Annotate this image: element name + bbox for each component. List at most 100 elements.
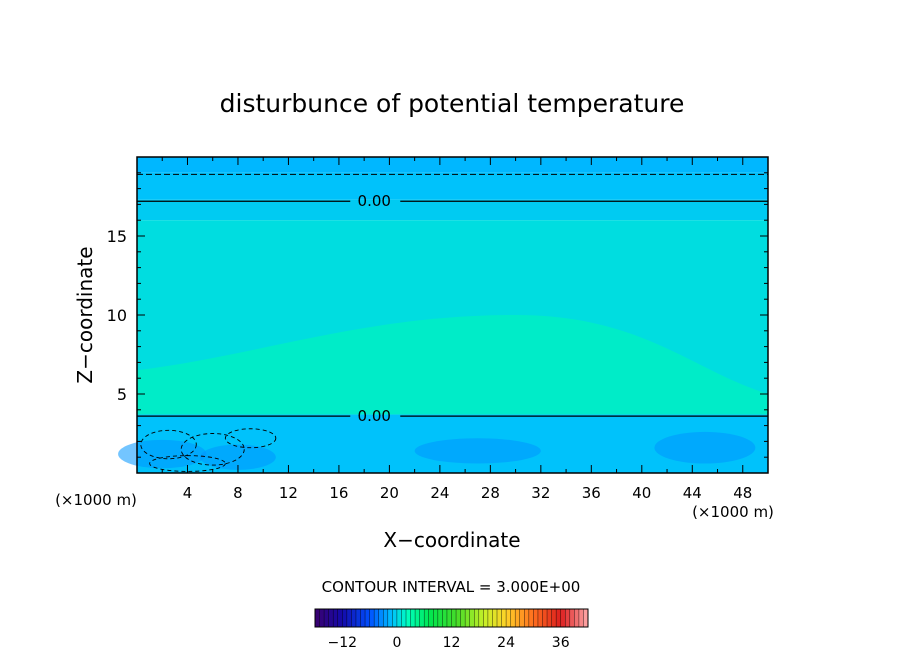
colorbar-swatch xyxy=(506,609,511,627)
x-tick-label: 28 xyxy=(481,484,500,502)
colorbar-swatch xyxy=(578,609,584,627)
colorbar-swatch xyxy=(428,609,434,627)
colorbar-swatch xyxy=(442,609,448,627)
colorbar-swatch xyxy=(465,609,470,627)
colorbar-swatch xyxy=(351,609,357,627)
colorbar-swatch xyxy=(369,609,375,627)
x-tick-label: 24 xyxy=(430,484,449,502)
colorbar-swatch xyxy=(456,609,461,627)
colorbar-swatch xyxy=(560,609,566,627)
colorbar-swatch xyxy=(424,609,430,627)
y-axis-ticks: 5 10 15 xyxy=(107,156,768,474)
colorbar-swatch xyxy=(551,609,557,627)
colorbar-swatch xyxy=(333,609,339,627)
x-tick-label: 4 xyxy=(183,484,193,502)
contour-line-negative xyxy=(180,433,245,466)
colorbar-swatch xyxy=(519,609,525,627)
colorbar-swatch xyxy=(360,609,366,627)
colorbar-swatch xyxy=(474,609,480,627)
colorbar: −12 0 12 24 36 xyxy=(314,608,589,651)
colorbar-swatch xyxy=(537,609,543,627)
colorbar-swatch xyxy=(346,609,352,627)
field-band xyxy=(137,172,768,200)
colorbar-swatch xyxy=(569,609,575,627)
colorbar-swatch xyxy=(437,609,443,627)
y-tick-label: 10 xyxy=(107,306,127,325)
cold-pocket xyxy=(654,431,756,464)
colorbar-swatch xyxy=(574,609,580,627)
colorbar-swatch xyxy=(510,609,516,627)
colorbar-swatch xyxy=(378,609,384,627)
x-unit-label-left: (×1000 m) xyxy=(55,491,137,509)
contour-label: 0.00 xyxy=(358,407,391,425)
colorbar-swatch xyxy=(478,609,484,627)
contour-line-negative xyxy=(224,428,277,449)
colorbar-swatch xyxy=(469,609,475,627)
colorbar-swatch xyxy=(460,609,466,627)
warm-dome xyxy=(137,315,768,415)
colorbar-swatch xyxy=(542,609,548,627)
colorbar-swatch xyxy=(415,609,420,627)
colorbar-swatch xyxy=(396,609,402,627)
colorbar-swatch xyxy=(483,609,489,627)
colorbar-swatch xyxy=(410,609,416,627)
colorbar-swatch xyxy=(433,609,439,627)
field-band xyxy=(137,157,768,173)
colorbar-swatch xyxy=(487,609,493,627)
x-tick-label: 12 xyxy=(279,484,298,502)
x-tick-label: 40 xyxy=(632,484,651,502)
x-tick-label: 44 xyxy=(683,484,702,502)
colorbar-swatch xyxy=(547,609,552,627)
y-tick-label: 15 xyxy=(107,227,127,246)
surface-perturbation-region xyxy=(118,315,768,470)
cold-pocket xyxy=(414,438,541,464)
colorbar-swatch xyxy=(556,609,561,627)
colorbar-swatch xyxy=(492,609,498,627)
colorbar-swatch xyxy=(355,609,361,627)
x-tick-label: 36 xyxy=(582,484,601,502)
colorbar-swatch xyxy=(501,609,507,627)
colorbar-tick-label: −12 xyxy=(328,635,358,651)
x-tick-label: 16 xyxy=(329,484,348,502)
colorbar-tick-label: 12 xyxy=(443,635,461,651)
x-tick-label: 20 xyxy=(380,484,399,502)
colorbar-swatch xyxy=(406,609,411,627)
contour-line-negative xyxy=(149,455,226,472)
colorbar-frame xyxy=(314,608,589,628)
cold-pocket xyxy=(118,439,207,469)
contour-interval-label: CONTOUR INTERVAL = 3.000E+00 xyxy=(322,578,581,596)
colorbar-swatch xyxy=(337,609,343,627)
colorbar-swatch xyxy=(315,609,320,627)
colorbar-swatch xyxy=(365,609,370,627)
field-band xyxy=(137,199,768,221)
colorbar-swatch xyxy=(583,609,589,627)
contour-line-negative xyxy=(140,429,197,460)
colorbar-swatch xyxy=(446,609,452,627)
y-tick-label: 5 xyxy=(117,385,127,404)
colorbar-swatch xyxy=(392,609,398,627)
colorbar-swatch xyxy=(387,609,393,627)
colorbar-swatch xyxy=(497,609,502,627)
colorbar-swatch xyxy=(328,609,334,627)
chart-title: disturbunce of potential temperature xyxy=(220,89,685,118)
colorbar-swatch xyxy=(324,609,329,627)
colorbar-tick-label: 36 xyxy=(552,635,570,651)
colorbar-swatch xyxy=(565,609,571,627)
colorbar-swatch xyxy=(451,609,457,627)
colorbar-swatch xyxy=(524,609,530,627)
x-unit-label-right: (×1000 m) xyxy=(692,503,774,521)
colorbar-swatch xyxy=(374,609,379,627)
x-axis-label: X−coordinate xyxy=(383,528,520,552)
colorbar-swatch xyxy=(383,609,389,627)
x-tick-label: 48 xyxy=(733,484,752,502)
y-axis-label: Z−coordinate xyxy=(73,246,97,383)
x-tick-label: 8 xyxy=(233,484,243,502)
colorbar-tick-label: 0 xyxy=(392,635,401,651)
contour-label: 0.00 xyxy=(358,192,391,210)
colorbar-swatch xyxy=(342,609,348,627)
colorbar-swatch xyxy=(419,609,425,627)
colorbar-swatch xyxy=(319,609,325,627)
colorbar-tick-label: 24 xyxy=(497,635,515,651)
colorbar-swatch xyxy=(515,609,521,627)
